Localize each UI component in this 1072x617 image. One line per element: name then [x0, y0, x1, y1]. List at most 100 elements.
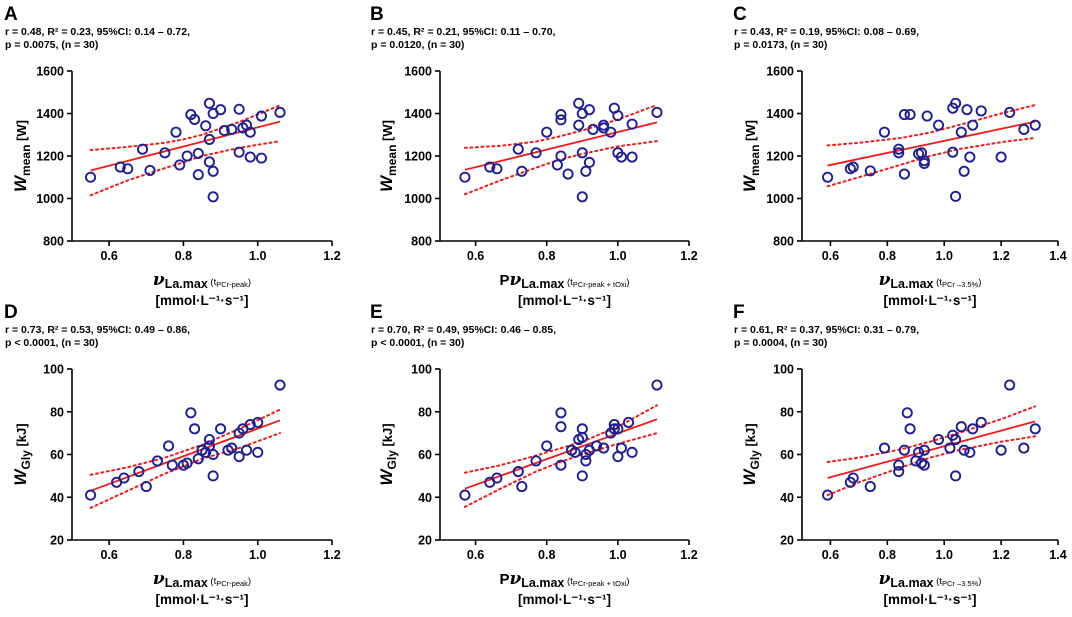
x-axis-label: PνLa.max (tPCr-peak + tOxi): [499, 270, 629, 291]
x-tick-label: 1.2: [992, 249, 1009, 263]
x-tick-label: 0.8: [175, 548, 192, 562]
data-point: [587, 123, 599, 135]
y-label-main: W: [11, 174, 30, 192]
y-tick-label: 80: [50, 405, 64, 419]
panel-letter: B: [370, 4, 384, 25]
stats-line-1: r = 0.45, R² = 0.21, 95%CI: 0.11 – 0.70,: [371, 26, 556, 38]
y-tick-label: 1400: [766, 107, 794, 121]
x-tick-label: 1.0: [609, 548, 626, 562]
y-label-main: W: [740, 174, 759, 192]
x-label-paren-sub: PCr –3.5%: [942, 579, 979, 588]
data-point: [898, 168, 910, 180]
data-point: [233, 103, 245, 115]
y-label-unit: [W]: [743, 120, 758, 145]
y-label-sub: mean: [748, 145, 762, 176]
x-tick-label: 1.0: [609, 249, 626, 263]
x-label-main: ν: [879, 569, 891, 589]
data-point: [512, 143, 524, 155]
data-point: [947, 146, 959, 158]
data-point: [555, 114, 567, 126]
y-axis-label: Wmean [W]: [740, 120, 762, 192]
panel-e: Er = 0.70, R² = 0.49, 95%CI: 0.46 – 0.85…: [370, 302, 698, 607]
data-point: [244, 151, 256, 163]
x-label-sub: La.max: [521, 277, 564, 291]
y-label-unit: [W]: [14, 120, 29, 145]
panel-letter: A: [4, 4, 18, 25]
x-tick-label: 1.2: [680, 548, 697, 562]
data-point: [576, 423, 588, 435]
data-point: [1029, 119, 1041, 131]
data-point: [901, 407, 913, 419]
data-point: [85, 489, 97, 501]
x-label-paren-sub: PCr-peak: [216, 280, 248, 289]
y-label-main: W: [740, 468, 759, 486]
x-label-paren-sub: PCr-peak + tOxi: [573, 280, 627, 289]
x-axis-units: [mmol·L⁻¹·s⁻¹]: [518, 592, 611, 607]
y-axis-label: Wmean [W]: [377, 120, 399, 192]
data-point: [185, 407, 197, 419]
data-point: [203, 133, 215, 145]
data-point: [252, 446, 264, 458]
x-tick-label: 0.8: [538, 548, 555, 562]
data-point: [274, 106, 286, 118]
data-point: [516, 165, 528, 177]
data-point: [226, 123, 238, 135]
data-point: [163, 440, 175, 452]
data-point: [244, 126, 256, 138]
x-label-paren: (t: [208, 277, 217, 288]
x-label-paren-sub: PCr –3.5%: [942, 280, 979, 289]
x-axis-label: PνLa.max (tPCr-peak + tOxi): [499, 569, 629, 590]
y-tick-label: 800: [411, 235, 432, 249]
data-point: [918, 157, 930, 169]
x-axis-units: [mmol·L⁻¹·s⁻¹]: [884, 592, 977, 607]
ci-lower-band: [826, 435, 1037, 497]
data-point: [622, 416, 635, 428]
x-label-paren: (t: [933, 576, 942, 587]
data-point: [569, 446, 581, 458]
data-point: [192, 169, 204, 181]
data-point: [590, 440, 603, 452]
data-point: [995, 444, 1007, 456]
data-point: [955, 421, 967, 433]
y-tick-label: 40: [418, 491, 432, 505]
x-axis-label: νLa.max (tPCr-peak): [153, 569, 251, 590]
y-label-unit: [W]: [380, 120, 395, 145]
data-point: [955, 126, 967, 138]
data-point: [555, 421, 567, 433]
data-point: [893, 147, 905, 159]
x-label-sub: La.max: [890, 277, 933, 291]
data-point: [573, 119, 585, 131]
x-label-prefix: P: [499, 272, 509, 289]
y-tick-label: 60: [418, 448, 432, 462]
x-label-main: ν: [509, 270, 521, 290]
stats-line-1: r = 0.48, R² = 0.23, 95%CI: 0.14 – 0.72,: [5, 26, 190, 38]
data-point: [921, 110, 933, 122]
stats-line-2: p < 0.0001, (n = 30): [371, 337, 464, 349]
y-tick-label: 40: [780, 491, 794, 505]
stats-line-2: p = 0.0075, (n = 30): [5, 39, 98, 51]
panels: Ar = 0.48, R² = 0.23, 95%CI: 0.14 – 0.72…: [4, 4, 1067, 607]
data-point: [512, 466, 524, 478]
panel-a: Ar = 0.48, R² = 0.23, 95%CI: 0.14 – 0.72…: [4, 4, 341, 308]
x-label-paren: (t: [208, 576, 217, 587]
data-point: [950, 190, 962, 202]
data-point: [913, 446, 925, 458]
x-tick-label: 0.8: [538, 249, 555, 263]
data-point: [932, 433, 945, 446]
y-tick-label: 800: [773, 235, 794, 249]
panel-b: Br = 0.45, R² = 0.21, 95%CI: 0.11 – 0.70…: [370, 4, 698, 308]
y-label-sub: mean: [385, 145, 399, 176]
x-label-main: ν: [509, 569, 521, 589]
data-point: [192, 147, 204, 159]
x-tick-label: 1.2: [323, 548, 340, 562]
x-axis-label: νLa.max (tPCr-peak): [153, 270, 251, 291]
x-axis-label: νLa.max (tPCr –3.5%): [879, 569, 982, 590]
x-label-sub: La.max: [165, 277, 208, 291]
data-point: [555, 109, 567, 121]
y-tick-label: 100: [411, 363, 432, 377]
data-point: [893, 143, 905, 155]
panel-letter: E: [370, 302, 383, 323]
data-point: [893, 466, 905, 478]
x-tick-label: 1.0: [936, 548, 953, 562]
data-point: [140, 481, 152, 493]
